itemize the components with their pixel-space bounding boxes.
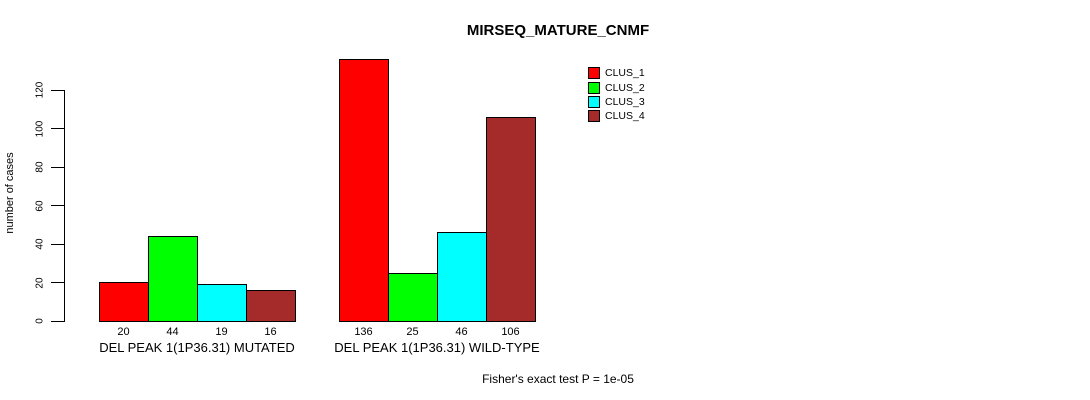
legend: CLUS_1 CLUS_2 CLUS_3 CLUS_4 xyxy=(588,66,645,124)
chart-title: MIRSEQ_MATURE_CNMF xyxy=(466,22,650,39)
y-tick-label: 40 xyxy=(34,238,46,250)
y-tick-mark xyxy=(51,205,64,206)
bar-value-label: 16 xyxy=(264,326,277,338)
legend-item-clus_3: CLUS_3 xyxy=(588,95,645,109)
legend-swatch-clus_1 xyxy=(588,67,600,80)
bar-value-label: 44 xyxy=(166,326,179,338)
legend-swatch-clus_2 xyxy=(588,81,600,94)
legend-label: CLUS_3 xyxy=(605,95,645,108)
y-tick-label: 20 xyxy=(34,276,46,289)
legend-label: CLUS_1 xyxy=(605,67,645,80)
y-tick-label: 120 xyxy=(34,81,46,99)
bar-clus_1-group1 xyxy=(99,282,149,322)
legend-swatch-clus_4 xyxy=(588,110,600,123)
y-tick-label: 60 xyxy=(34,199,46,212)
y-tick-mark xyxy=(51,89,64,91)
group-label: DEL PEAK 1(1P36.31) MUTATED xyxy=(99,340,295,355)
legend-swatch-clus_3 xyxy=(588,95,600,108)
y-tick-mark xyxy=(51,128,64,129)
bar-clus_2-group2 xyxy=(388,273,438,322)
bar-value-label: 106 xyxy=(501,326,520,338)
bar-value-label: 20 xyxy=(117,326,130,338)
group-label: DEL PEAK 1(1P36.31) WILD-TYPE xyxy=(334,340,540,355)
bar-value-label: 19 xyxy=(215,326,228,338)
legend-label: CLUS_4 xyxy=(605,110,645,123)
y-axis-label: number of cases xyxy=(4,152,16,234)
bar-clus_2-group1 xyxy=(148,236,198,322)
bar-value-label: 25 xyxy=(406,326,419,338)
y-tick-mark xyxy=(51,320,64,322)
bar-value-label: 46 xyxy=(455,326,468,338)
legend-label: CLUS_2 xyxy=(605,81,645,94)
bar-clus_1-group2 xyxy=(339,59,389,322)
y-axis-line xyxy=(64,90,65,322)
bar-clus_4-group2 xyxy=(486,117,536,322)
y-tick-mark xyxy=(51,282,64,283)
legend-item-clus_4: CLUS_4 xyxy=(588,109,645,123)
bar-clus_3-group2 xyxy=(437,232,487,322)
y-tick-mark xyxy=(51,243,64,245)
y-tick-label: 80 xyxy=(34,161,46,173)
legend-item-clus_1: CLUS_1 xyxy=(588,66,645,80)
y-tick-label: 100 xyxy=(34,120,46,137)
y-tick-label: 0 xyxy=(34,318,46,324)
legend-item-clus_2: CLUS_2 xyxy=(588,80,645,94)
y-tick-mark xyxy=(51,166,64,168)
bar-clus_4-group1 xyxy=(246,290,296,322)
bar-clus_3-group1 xyxy=(197,284,247,322)
footer-annotation: Fisher's exact test P = 1e-05 xyxy=(482,372,634,386)
bar-value-label: 136 xyxy=(354,326,373,338)
